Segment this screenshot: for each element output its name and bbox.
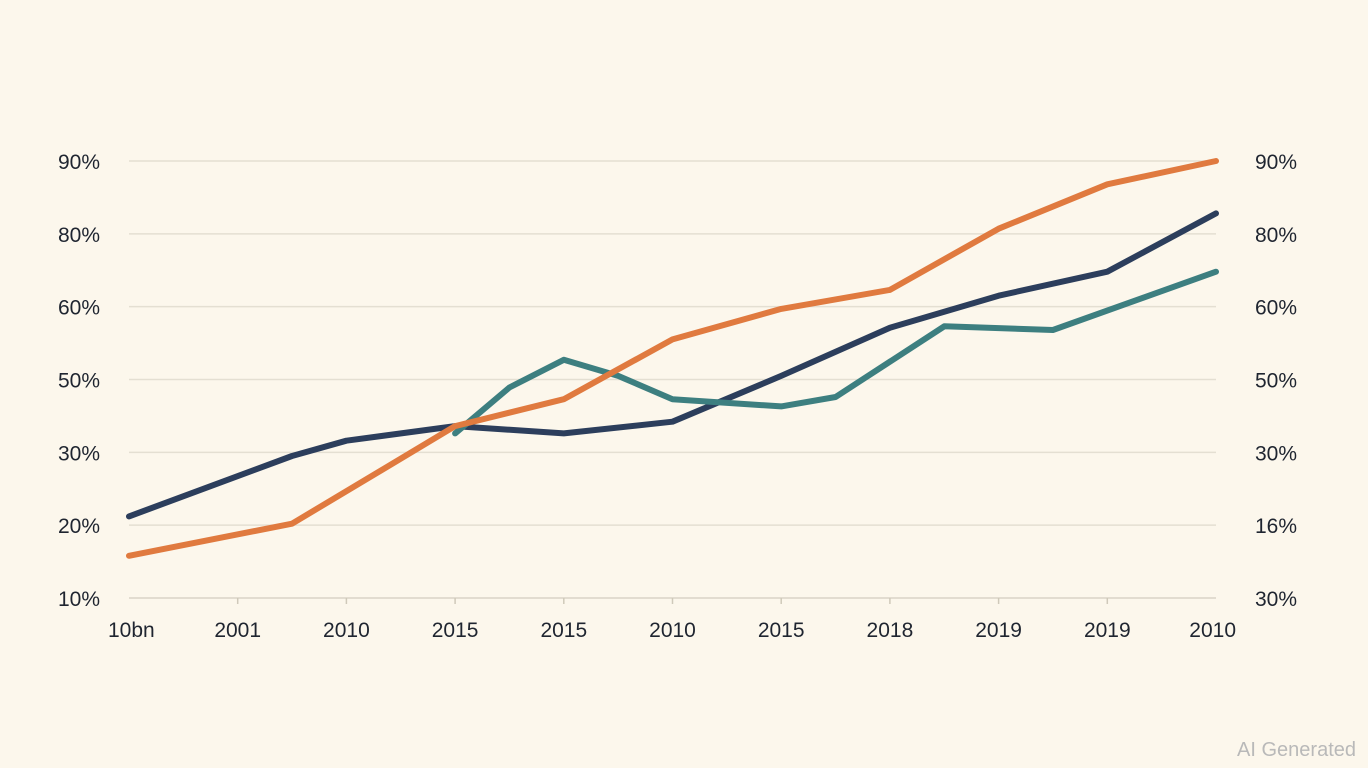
series-line-orange bbox=[126, 158, 1219, 559]
x-tick-label: 2015 bbox=[540, 619, 587, 642]
x-tick-label: 2010 bbox=[1189, 619, 1236, 642]
x-tick-label: 2015 bbox=[758, 619, 805, 642]
left-axis-tick-labels: 90% 80% 60% 50% 30% 20% 10% bbox=[58, 151, 100, 611]
x-axis-tick-labels: 10bn 2001 2010 2015 2015 2010 2015 2018 2019 2019… bbox=[108, 598, 1236, 642]
series-line-teal bbox=[452, 268, 1219, 437]
y-tick-label-left: 30% bbox=[58, 442, 100, 465]
x-tick-label: 2015 bbox=[432, 619, 479, 642]
y-tick-label-left: 50% bbox=[58, 370, 100, 393]
y-tick-label-left: 60% bbox=[58, 297, 100, 320]
y-tick-label-right: 30% bbox=[1255, 588, 1297, 611]
y-tick-label-right: 16% bbox=[1255, 515, 1297, 538]
y-tick-label-left: 10% bbox=[58, 588, 100, 611]
y-tick-label-right: 30% bbox=[1255, 442, 1297, 465]
y-tick-label-right: 90% bbox=[1255, 151, 1297, 174]
y-tick-label-left: 90% bbox=[58, 151, 100, 174]
right-axis-tick-labels: 90% 80% 60% 50% 30% 16% 30% bbox=[1255, 151, 1297, 611]
x-tick-label: 2019 bbox=[1084, 619, 1131, 642]
y-tick-label-right: 50% bbox=[1255, 370, 1297, 393]
x-tick-label: 2010 bbox=[649, 619, 696, 642]
x-tick-label: 2001 bbox=[214, 619, 261, 642]
y-tick-label-right: 80% bbox=[1255, 224, 1297, 247]
series-line-navy bbox=[126, 210, 1219, 520]
x-tick-label: 2019 bbox=[975, 619, 1022, 642]
y-tick-label-right: 60% bbox=[1255, 297, 1297, 320]
series-lines bbox=[126, 158, 1219, 559]
gridlines bbox=[129, 160, 1216, 599]
x-tick-label: 10bn bbox=[108, 619, 155, 642]
watermark-text: AI Generated bbox=[1237, 739, 1356, 761]
x-tick-label: 2018 bbox=[867, 619, 914, 642]
x-tick-label: 2010 bbox=[323, 619, 370, 642]
y-tick-label-left: 80% bbox=[58, 224, 100, 247]
y-tick-label-left: 20% bbox=[58, 515, 100, 538]
